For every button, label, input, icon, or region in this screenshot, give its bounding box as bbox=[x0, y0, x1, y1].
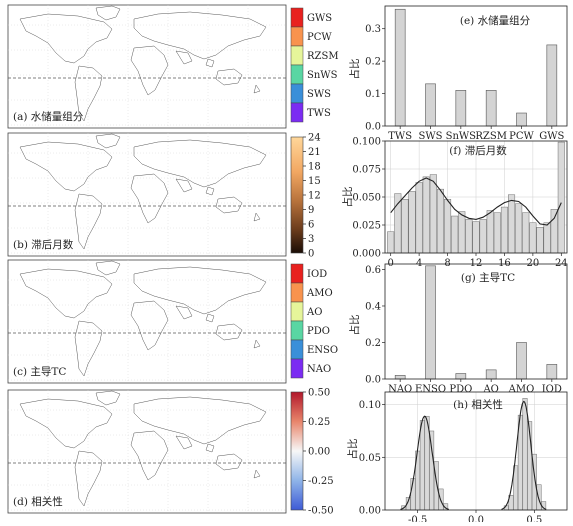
map-label: (b) 滞后月数 bbox=[13, 238, 74, 251]
map-panel-b: (b) 滞后月数 bbox=[8, 133, 288, 257]
map-panel-c: (c) 主导TC bbox=[8, 260, 288, 384]
map-label: (a) 水储量组分 bbox=[13, 110, 84, 123]
map-panel-a: (a) 水储量组分 bbox=[8, 5, 288, 129]
